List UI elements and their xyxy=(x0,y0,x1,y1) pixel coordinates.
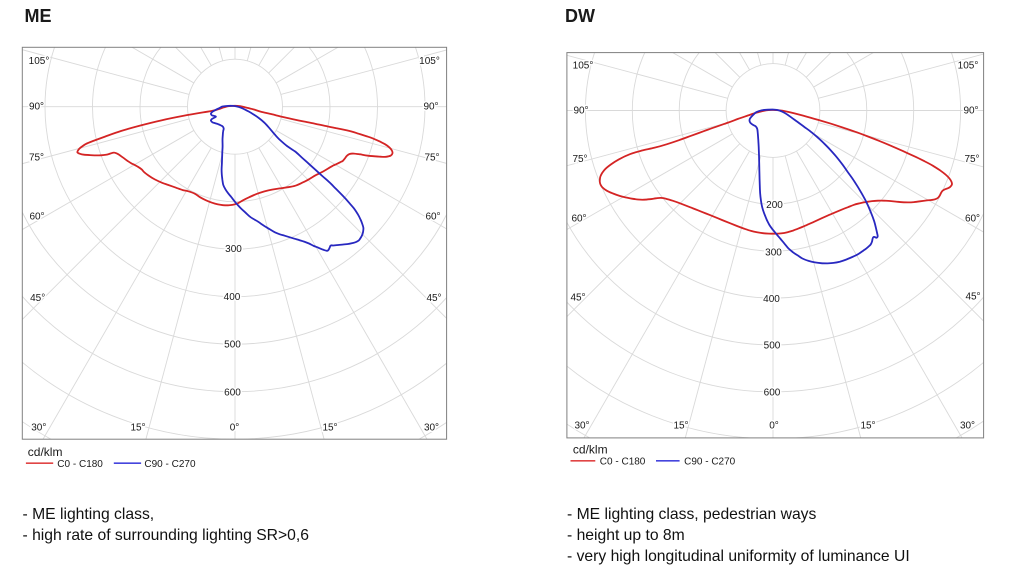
svg-text:45°: 45° xyxy=(965,292,980,303)
svg-text:30°: 30° xyxy=(574,421,589,432)
svg-text:90°: 90° xyxy=(573,106,588,117)
svg-text:105°: 105° xyxy=(29,56,50,67)
svg-text:400: 400 xyxy=(763,294,780,305)
svg-text:60°: 60° xyxy=(29,212,44,223)
svg-text:cd/klm: cd/klm xyxy=(28,445,63,459)
svg-text:C0 - C180: C0 - C180 xyxy=(57,459,103,470)
svg-text:C0 - C180: C0 - C180 xyxy=(600,456,646,467)
svg-text:75°: 75° xyxy=(572,154,587,165)
svg-text:105°: 105° xyxy=(573,61,594,72)
svg-text:0°: 0° xyxy=(230,423,240,434)
svg-text:30°: 30° xyxy=(424,423,439,434)
svg-text:15°: 15° xyxy=(673,421,688,432)
svg-text:45°: 45° xyxy=(30,293,45,304)
svg-text:60°: 60° xyxy=(965,214,980,225)
svg-text:75°: 75° xyxy=(29,153,44,164)
svg-text:45°: 45° xyxy=(426,293,441,304)
svg-text:cd/klm: cd/klm xyxy=(573,443,608,457)
svg-text:0°: 0° xyxy=(769,421,779,432)
svg-text:90°: 90° xyxy=(29,102,44,113)
svg-text:600: 600 xyxy=(224,387,241,398)
svg-text:C90 - C270: C90 - C270 xyxy=(684,456,736,467)
svg-text:600: 600 xyxy=(764,387,781,398)
svg-text:15°: 15° xyxy=(130,423,145,434)
svg-text:300: 300 xyxy=(765,247,782,258)
svg-text:500: 500 xyxy=(764,341,781,352)
svg-text:105°: 105° xyxy=(958,61,979,72)
svg-text:75°: 75° xyxy=(424,153,439,164)
svg-text:30°: 30° xyxy=(31,423,46,434)
svg-text:45°: 45° xyxy=(570,293,585,304)
svg-text:90°: 90° xyxy=(423,102,438,113)
svg-text:400: 400 xyxy=(224,292,241,303)
svg-text:C90 - C270: C90 - C270 xyxy=(144,459,196,470)
svg-text:300: 300 xyxy=(225,244,242,255)
svg-text:60°: 60° xyxy=(571,214,586,225)
svg-text:15°: 15° xyxy=(322,423,337,434)
svg-text:30°: 30° xyxy=(960,421,975,432)
svg-text:200: 200 xyxy=(766,200,783,211)
svg-text:500: 500 xyxy=(224,340,241,351)
svg-text:75°: 75° xyxy=(964,154,979,165)
svg-text:105°: 105° xyxy=(419,56,440,67)
svg-text:60°: 60° xyxy=(425,212,440,223)
svg-text:90°: 90° xyxy=(963,106,978,117)
svg-text:15°: 15° xyxy=(860,421,875,432)
